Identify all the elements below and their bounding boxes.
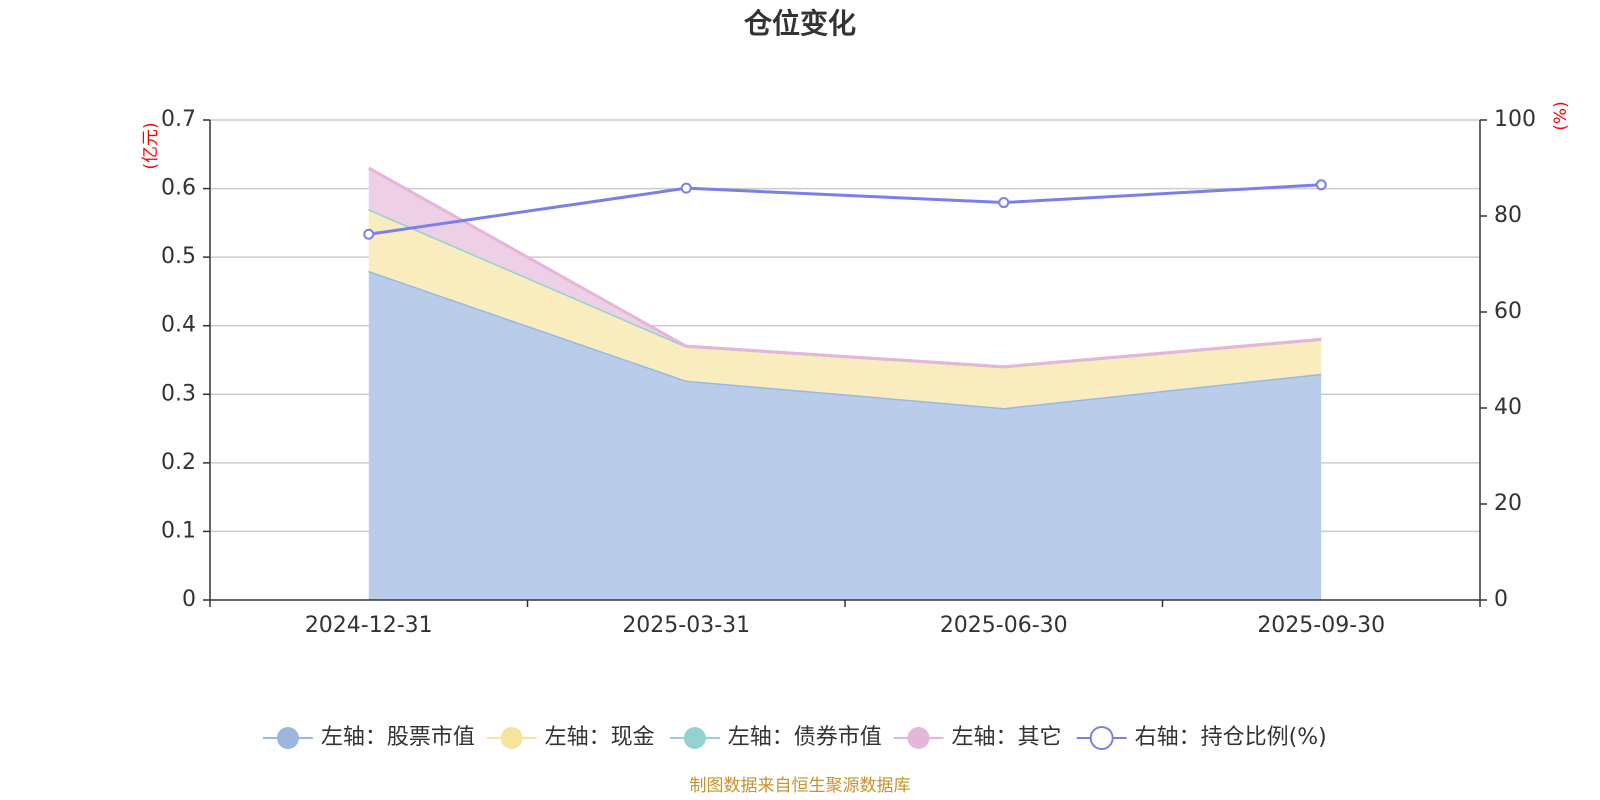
left-tick-label: 0: [182, 587, 196, 612]
axes: 0 0.1 0.2 0.3 0.4 0.5 0.6 0.7 0 20 40 60 80 100 2024-1…: [161, 107, 1536, 638]
ratio-line: [368, 183, 1322, 236]
legend-label: 左轴：其它: [951, 725, 1061, 750]
ratio-point: [680, 182, 692, 194]
x-tick-label: 2025-09-30: [1257, 613, 1385, 638]
left-tick-label: 0.4: [161, 313, 196, 338]
legend-item: 左轴：现金: [486, 725, 655, 750]
line-series: [363, 179, 1327, 240]
ratio-point: [1315, 179, 1327, 191]
left-tick-label: 0.1: [161, 518, 196, 543]
area-1: [368, 209, 1322, 408]
right-axis-unit: (%): [1551, 101, 1571, 130]
legend-swatch-dot: [500, 727, 523, 749]
left-axis-unit: (亿元): [141, 122, 161, 169]
chart-title: 仓位变化: [744, 7, 856, 40]
left-tick-label: 0.7: [161, 107, 196, 132]
ratio-point: [998, 197, 1010, 209]
right-tick-label: 20: [1494, 491, 1522, 516]
right-tick-label: 40: [1494, 395, 1522, 420]
legend-item: 右轴：持仓比例(%): [1076, 725, 1327, 750]
right-tick-label: 0: [1494, 587, 1508, 612]
left-tick-label: 0.6: [161, 176, 196, 201]
left-tick-label: 0.3: [161, 381, 196, 406]
area-line-3: [368, 166, 1322, 369]
legend-label: 左轴：债券市值: [728, 725, 882, 750]
legend-item: 左轴：其它: [893, 725, 1061, 750]
right-tick-label: 60: [1494, 299, 1522, 324]
data-source-note: 制图数据来自恒生聚源数据库: [690, 776, 911, 796]
ratio-point: [363, 228, 375, 240]
x-tick-label: 2025-06-30: [940, 613, 1068, 638]
left-tick-label: 0.2: [161, 450, 196, 475]
legend-item: 左轴：债券市值: [669, 725, 882, 750]
legend: 左轴：股票市值 左轴：现金 左轴：债券市值 左轴：其它 右轴：持仓比例(%): [262, 725, 1327, 750]
legend-item: 左轴：股票市值: [262, 725, 475, 750]
x-tick-label: 2024-12-31: [305, 613, 433, 638]
legend-label: 左轴：股票市值: [321, 725, 475, 750]
right-tick-label: 100: [1494, 107, 1536, 132]
right-tick-label: 80: [1494, 203, 1522, 228]
legend-swatch-dot: [907, 727, 930, 749]
legend-label: 左轴：现金: [545, 725, 655, 750]
left-tick-label: 0.5: [161, 244, 196, 269]
area-series: [368, 166, 1322, 600]
legend-label: 右轴：持仓比例(%): [1135, 725, 1327, 750]
x-tick-label: 2025-03-31: [622, 613, 750, 638]
area-0: [368, 270, 1322, 600]
legend-swatch-dot: [276, 727, 299, 749]
legend-swatch-dot: [683, 727, 706, 749]
legend-swatch-dot: [1089, 726, 1114, 750]
